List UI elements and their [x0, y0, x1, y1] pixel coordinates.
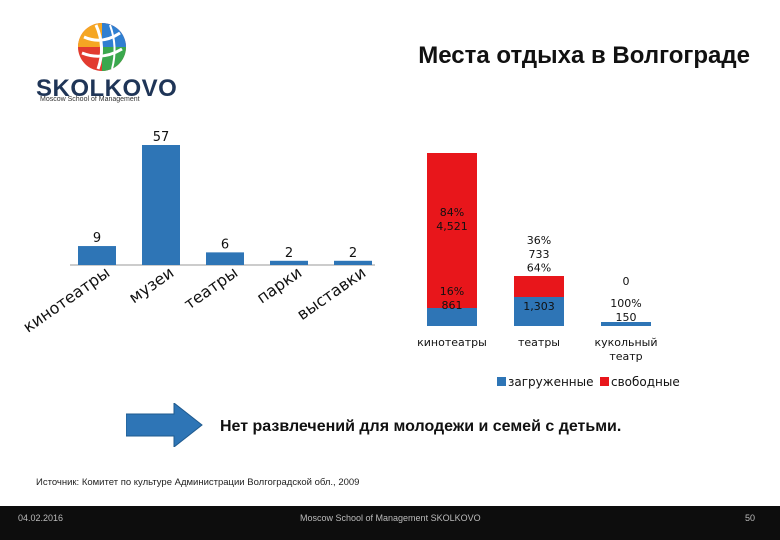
bar-1	[78, 246, 116, 265]
chart-occupancy: кинотеатры театры кукольный театр 84% 4,521 16…	[417, 153, 680, 389]
key-message: Нет развлечений для молодежи и семей с д…	[220, 418, 622, 435]
stack-loaded-2	[514, 297, 564, 326]
legend-swatch-loaded	[497, 377, 506, 386]
right-arrow-icon	[125, 401, 206, 452]
segment-label-free: 36% 733 64%	[527, 234, 551, 275]
segment-label-free: 84% 4,521	[436, 206, 468, 233]
stack-free-2	[514, 276, 564, 297]
category-tick-label: музеи	[125, 263, 177, 307]
logo-globe-icon	[78, 23, 126, 71]
segment-label-loaded: 16% 861	[440, 285, 464, 312]
segment-label-loaded: 1,303	[523, 300, 555, 313]
bar-value-label: 9	[93, 231, 101, 246]
category-tick-label: кукольный театр	[594, 336, 657, 363]
legend-swatch-free	[600, 377, 609, 386]
bar-value-label: 2	[285, 246, 293, 261]
logo-wordmark: SKOLKOVO	[36, 75, 178, 102]
bar-4	[270, 260, 308, 265]
skolkovo-logo	[30, 20, 170, 110]
bar-2	[142, 145, 180, 265]
source-note: Источник: Комитет по культуре Администра…	[36, 477, 360, 488]
category-tick-label: театры	[180, 263, 241, 314]
segment-label-free: 0	[623, 275, 630, 288]
segment-label-loaded: 100% 150	[610, 297, 641, 324]
footer-date: 04.02.2016	[18, 513, 64, 523]
stack-loaded-3	[601, 322, 651, 326]
category-tick-label: парки	[253, 263, 305, 308]
category-tick-label: театры	[518, 336, 560, 349]
bar-3	[206, 252, 244, 265]
legend-label-free: свободные	[611, 375, 680, 389]
footer-page-number: 50	[745, 513, 756, 523]
footer-organization: Moscow School of Management SKOLKOVO	[300, 513, 481, 523]
footer-bar	[0, 506, 780, 540]
category-tick-label: кинотеатры	[417, 336, 487, 349]
stack-loaded-1	[427, 308, 477, 326]
category-tick-label: выставки	[293, 263, 369, 324]
bar-value-label: 2	[349, 246, 357, 261]
legend-label-loaded: загруженные	[508, 375, 594, 389]
logo-subtitle: Moscow School of Management	[40, 96, 140, 103]
page-title: Места отдыха в Волгограде	[418, 42, 750, 69]
category-tick-label: кинотеатры	[19, 263, 113, 337]
bar-value-label: 57	[153, 130, 170, 145]
stack-free-1	[427, 153, 477, 308]
bar-5	[334, 260, 372, 265]
bar-value-label: 6	[221, 237, 229, 252]
